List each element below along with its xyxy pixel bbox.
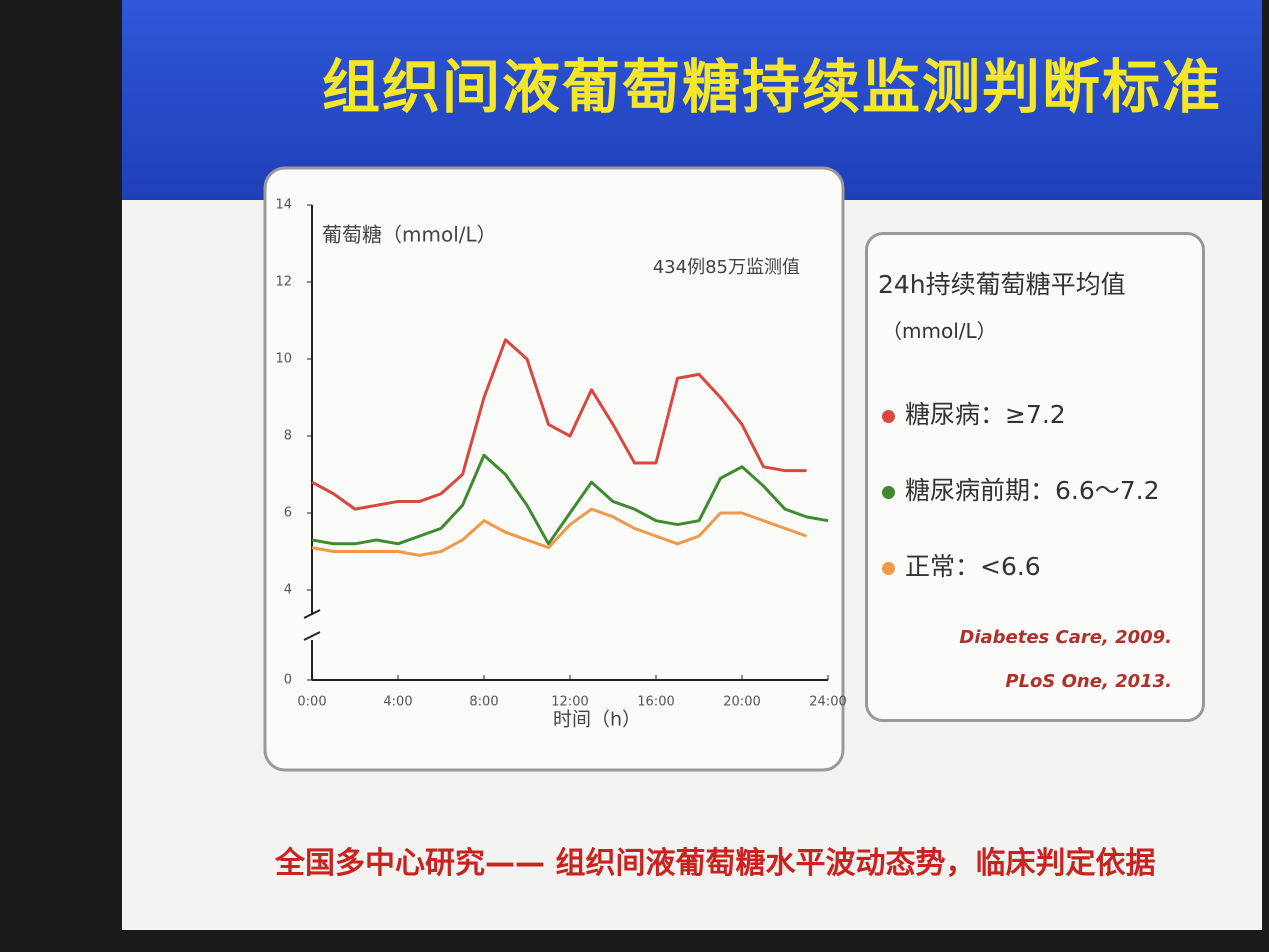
series-line: [311, 507, 808, 557]
y-tick-label: 10: [275, 352, 292, 367]
x-tick-label: 8:00: [469, 695, 498, 710]
series-line: [311, 453, 829, 546]
x-tick-label: 20:00: [723, 695, 760, 710]
criteria-item: 糖尿病前期：6.6～7.2: [882, 471, 1160, 507]
y-tick-label: 12: [275, 275, 292, 290]
y-tick-label: 0: [284, 673, 292, 688]
slide-title: 组织间液葡萄糖持续监测判断标准: [322, 53, 1223, 121]
annotation: 434例85万监测值: [653, 257, 800, 278]
panel-unit: （mmol/L）: [882, 319, 997, 343]
x-tick-label: 4:00: [383, 695, 412, 710]
criteria-panel: 24h持续葡萄糖平均值 （mmol/L） 糖尿病：≥7.2 糖尿病前期：6.6～7…: [865, 232, 1205, 722]
criteria-item: 糖尿病：≥7.2: [882, 395, 1066, 431]
chart-frame: [263, 166, 845, 772]
y-tick-label: 6: [284, 506, 292, 521]
axis-break: [303, 631, 321, 641]
reference: PLoS One, 2013.: [1005, 671, 1172, 692]
criteria-text: 糖尿病：≥7.2: [905, 400, 1066, 429]
panel-title: 24h持续葡萄糖平均值: [878, 270, 1126, 299]
criteria-dot: [882, 409, 895, 423]
axis-break: [303, 609, 321, 619]
y-tick-label: 4: [284, 583, 292, 598]
y-tick-label: 14: [275, 198, 292, 213]
series-line: [311, 338, 807, 511]
y-axis-label: 葡萄糖（mmol/L）: [322, 223, 497, 247]
x-tick-label: 0:00: [297, 695, 326, 710]
criteria-text: 正常：<6.6: [905, 552, 1041, 581]
criteria-dot: [882, 561, 895, 575]
x-axis-label: 时间（h）: [553, 709, 641, 731]
y-tick-label: 8: [284, 429, 292, 444]
criteria-text: 糖尿病前期：6.6～7.2: [905, 476, 1160, 505]
footer: 全国多中心研究—— 组织间液葡萄糖水平波动态势，临床判定依据: [275, 846, 1156, 881]
x-tick-label: 16:00: [637, 695, 674, 710]
reference: Diabetes Care, 2009.: [959, 627, 1172, 648]
x-tick-label: 24:00: [809, 695, 846, 710]
criteria-item: 正常：<6.6: [882, 547, 1041, 583]
x-tick-label: 12:00: [551, 695, 588, 710]
criteria-dot: [882, 485, 895, 499]
